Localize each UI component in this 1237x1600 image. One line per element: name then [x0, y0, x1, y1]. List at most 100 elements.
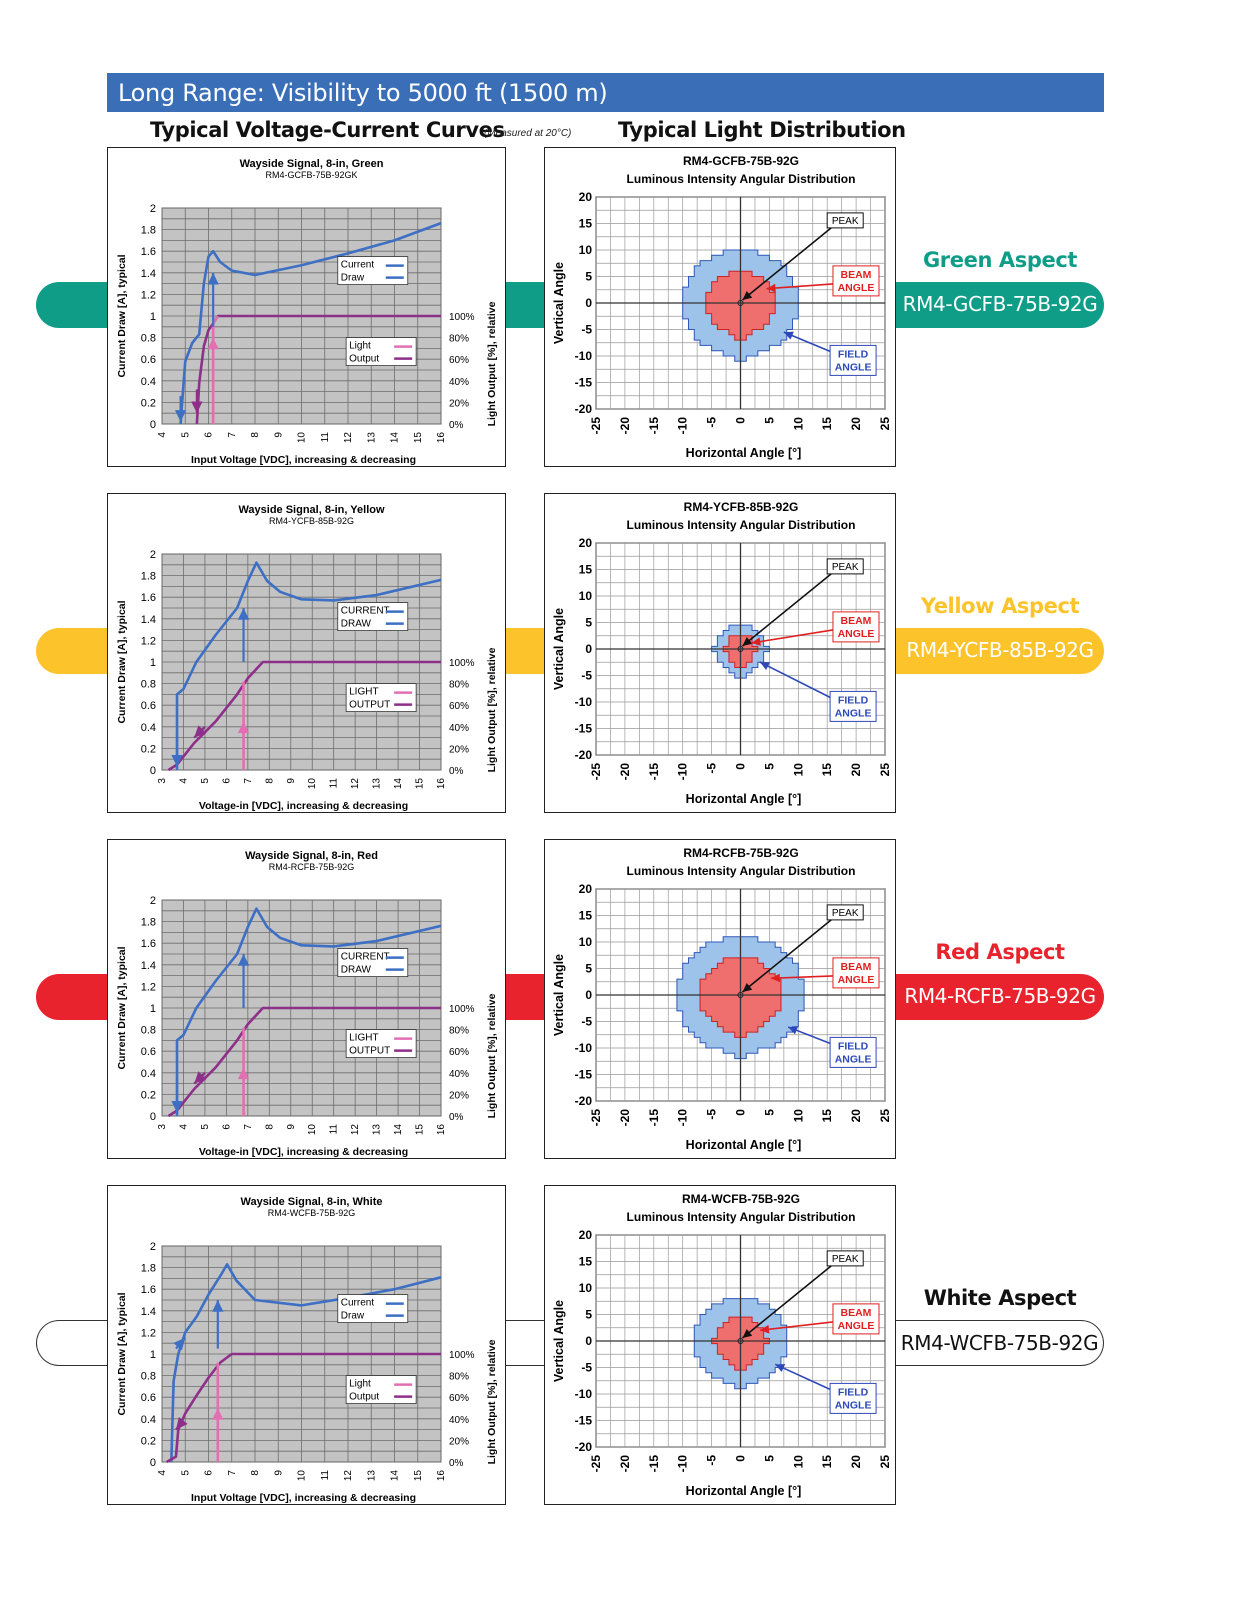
y-tick-label: -10: [575, 695, 593, 709]
x-tick-label: 16: [436, 778, 447, 790]
y2-axis-label: Light Output [%], relative: [486, 1339, 498, 1464]
beam-label: BEAM: [841, 269, 872, 281]
legend-label: Output: [349, 354, 379, 365]
x-tick-label: -20: [618, 1109, 632, 1127]
field-label: ANGLE: [835, 361, 872, 373]
x-tick-label: 16: [436, 1124, 447, 1136]
y2-tick-label: 0%: [449, 1112, 464, 1123]
x-tick-label: 12: [343, 432, 354, 444]
x-tick-label: 4: [157, 432, 168, 438]
direction-arrow-head: [212, 1300, 224, 1312]
y-tick-label: 1.4: [141, 960, 156, 972]
x-tick-label: 15: [820, 1109, 834, 1123]
beam-label: ANGLE: [838, 974, 875, 986]
y-tick-label: -15: [575, 1068, 593, 1082]
y-axis-label: Vertical Angle: [552, 608, 566, 690]
x-tick-label: 10: [297, 432, 308, 444]
x-tick-label: -5: [705, 763, 719, 774]
series-light-output: [165, 1352, 441, 1464]
x-axis-label: Voltage-in [VDC], increasing & decreasin…: [199, 1146, 408, 1158]
legend-label: OUTPUT: [349, 1046, 390, 1057]
legend-box: [337, 1294, 409, 1323]
beam-arrow: [766, 283, 834, 290]
aspect-model-pill-white: RM4-WCFB-75B-92G: [896, 1320, 1104, 1366]
y-tick-label: 0: [585, 1334, 592, 1348]
peak-arrow-head: [742, 982, 753, 992]
beam-box: [832, 957, 880, 989]
y-tick-label: 0: [150, 765, 156, 777]
x-tick-label: -20: [618, 763, 632, 781]
y2-tick-label: 0%: [449, 1458, 464, 1469]
y-tick-label: 1: [150, 1003, 156, 1015]
y-axis-label: Vertical Angle: [552, 954, 566, 1036]
vc-header-note: (Measured at 20°C): [484, 128, 572, 139]
series-light-output: [167, 660, 441, 772]
x-tick-label: 15: [415, 778, 426, 790]
y-tick-label: -20: [575, 748, 593, 762]
x-tick-label: 10: [791, 1455, 805, 1469]
y2-tick-label: 60%: [449, 1393, 469, 1404]
field-label: FIELD: [838, 1040, 869, 1052]
y-tick-label: -20: [575, 1094, 593, 1108]
legend-light: Light Output: [345, 337, 417, 367]
aspect-title-yellow: Yellow Aspect: [920, 594, 1080, 618]
chart-subtitle: Luminous Intensity Angular Distribution: [627, 1210, 856, 1224]
y2-tick-label: 40%: [449, 723, 469, 734]
y-tick-label: 1.6: [141, 592, 156, 604]
x-tick-label: -15: [647, 1455, 661, 1473]
direction-arrow-head: [237, 954, 250, 966]
y-tick-label: 0.8: [141, 333, 156, 345]
x-tick-label: 7: [227, 432, 238, 438]
y-tick-label: -5: [581, 1015, 592, 1029]
legend-box: [345, 1029, 417, 1059]
y2-tick-label: 0%: [449, 420, 464, 431]
y-tick-label: -20: [575, 1440, 593, 1454]
x-tick-label: 15: [413, 432, 424, 444]
y-tick-label: -5: [581, 323, 592, 337]
field-box: [829, 1382, 877, 1414]
y-tick-label: 1.2: [141, 981, 156, 993]
y2-tick-label: 100%: [449, 312, 475, 323]
x-tick-label: 10: [307, 778, 318, 790]
y2-tick-label: 80%: [449, 1372, 469, 1383]
field-label: ANGLE: [835, 1399, 872, 1411]
chart-title: Wayside Signal, 8-in, White: [240, 1196, 382, 1208]
legend-box: [337, 256, 409, 285]
y-axis-label: Current Draw [A], typical: [116, 254, 128, 377]
x-tick-label: 13: [366, 1470, 377, 1482]
x-axis-label: Horizontal Angle [°]: [686, 446, 802, 460]
chart-title: Wayside Signal, 8-in, Green: [240, 158, 384, 170]
legend-label: Current: [341, 1298, 375, 1309]
banner-title: Long Range: Visibility to 5000 ft (1500 …: [118, 79, 608, 107]
peak-label: PEAK: [832, 216, 859, 227]
aspect-model-label: RM4-GCFB-75B-92G: [902, 292, 1098, 316]
x-tick-label: 3: [157, 1124, 168, 1130]
y2-tick-label: 80%: [449, 680, 469, 691]
y-tick-label: -10: [575, 1387, 593, 1401]
y2-tick-label: 80%: [449, 1026, 469, 1037]
x-tick-label: 14: [393, 1124, 404, 1136]
x-tick-label: 14: [390, 1470, 401, 1482]
peak-annotation: PEAK: [741, 558, 864, 647]
beam-arrow-head: [751, 637, 761, 646]
x-tick-label: 8: [264, 1124, 275, 1130]
chart-subtitle: RM4-YCFB-85B-92G: [269, 516, 354, 526]
y2-tick-label: 20%: [449, 1090, 469, 1101]
vc-chart-2: Wayside Signal, 8-in, RedRM4-RCFB-75B-92…: [116, 850, 498, 1158]
legend-light: LIGHT OUTPUT: [345, 1029, 417, 1059]
ld-panel-green: RM4-GCFB-75B-92G Luminous Intensity Angul…: [544, 147, 896, 467]
chart-title: RM4-GCFB-75B-92G: [683, 154, 799, 168]
aspect-title-white: White Aspect: [923, 1286, 1077, 1310]
y-tick-label: -10: [575, 349, 593, 363]
y-tick-label: 0.4: [141, 376, 156, 388]
y-tick-label: 0: [585, 642, 592, 656]
y-tick-label: 1.6: [141, 246, 156, 258]
x-tick-label: 15: [820, 1455, 834, 1469]
y2-tick-label: 20%: [449, 398, 469, 409]
x-tick-label: 20: [849, 1455, 863, 1469]
beam-label: BEAM: [841, 615, 872, 627]
x-tick-label: 6: [204, 432, 215, 438]
aspect-title-red: Red Aspect: [935, 940, 1065, 964]
